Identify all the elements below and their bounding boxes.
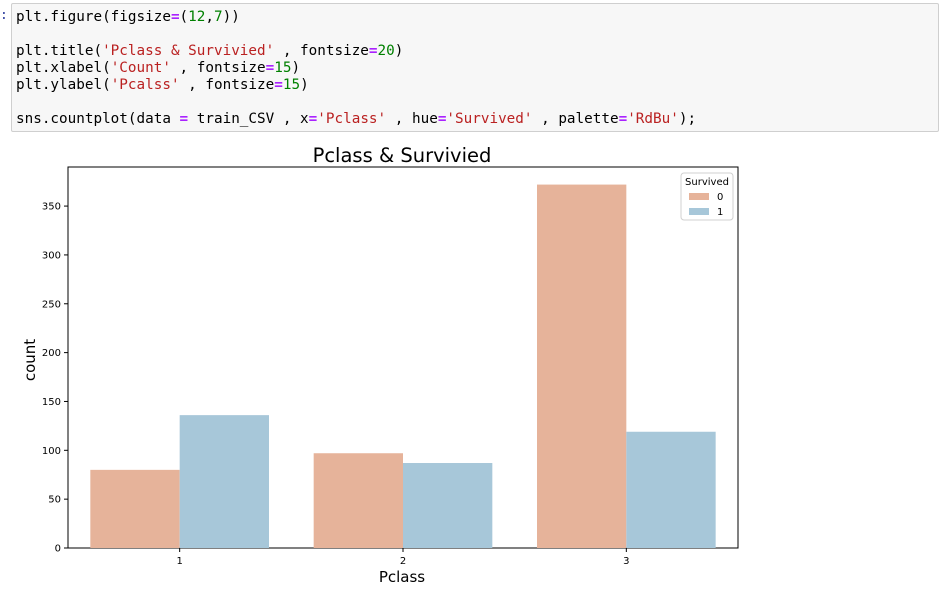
code-line: plt.xlabel('Count' , fontsize=15) <box>16 60 300 77</box>
legend-swatch-0 <box>689 193 709 200</box>
bar-1-survived-0 <box>90 469 180 548</box>
code-token: , <box>205 9 214 25</box>
legend-label-1: 1 <box>717 207 723 218</box>
legend-swatch-1 <box>689 208 709 215</box>
code-token: 'Pcalss' <box>110 77 180 93</box>
code-token: 20 <box>377 43 395 59</box>
y-tick-label: 50 <box>48 495 61 506</box>
code-token: ) <box>394 43 404 59</box>
code-token: plt.xlabel( <box>16 60 111 76</box>
code-token: plt.figure(figsize <box>16 9 171 25</box>
x-tick-label: 3 <box>623 556 629 567</box>
code-line: plt.title('Pclass & Survivied' , fontsiz… <box>16 43 403 60</box>
bar-2-survived-0 <box>313 453 403 548</box>
bar-1-survived-1 <box>179 415 269 548</box>
y-tick-label: 100 <box>42 446 61 457</box>
plot-area: 0 50 100 150 200 250 300 350 1 2 3 Survived 0 1 <box>42 166 739 567</box>
code-token: , fontsize <box>179 77 275 93</box>
code-token: = <box>618 111 628 127</box>
code-token: 'Pclass' <box>317 111 387 127</box>
code-token: = <box>170 9 180 25</box>
y-tick-label: 350 <box>42 202 61 213</box>
code-token: plt.ylabel( <box>16 77 111 93</box>
code-token: train_CSV , x <box>188 111 309 127</box>
y-tick-label: 300 <box>42 250 61 261</box>
bar-3-survived-0 <box>537 184 627 548</box>
code-token: 'Count' <box>110 60 171 76</box>
code-token: 15 <box>282 77 301 93</box>
code-token: 'Survived' <box>446 111 533 127</box>
bar-2-survived-1 <box>403 463 493 548</box>
code-token: sns.countplot(data <box>16 111 180 127</box>
y-tick-label: 200 <box>42 348 61 359</box>
code-token: 7 <box>213 9 223 25</box>
code-token: ( <box>179 9 189 25</box>
code-token: , hue <box>386 111 438 127</box>
code-token: 15 <box>274 60 292 76</box>
code-line: plt.ylabel('Pcalss' , fontsize=15) <box>16 77 309 94</box>
countplot-chart: Pclass & Survivied 0 50 100 150 200 250 300 350… <box>21 144 739 586</box>
code-cell-input[interactable]: plt.figure(figsize=(12,7)) plt.title('Pcl… <box>11 3 939 132</box>
code-token: 'Pclass & Survivied' <box>102 43 275 59</box>
code-token: = <box>437 111 447 127</box>
code-token: 'RdBu' <box>627 111 679 127</box>
chart-title: Pclass & Survivied <box>313 144 492 167</box>
x-axis-label: Pclass <box>379 568 425 586</box>
y-tick-label: 0 <box>55 544 61 555</box>
code-line: sns.countplot(data = train_CSV , x='Pcla… <box>16 111 696 128</box>
code-token: , fontsize <box>274 43 369 59</box>
y-tick-label: 150 <box>42 397 61 408</box>
legend-label-0: 0 <box>717 192 723 203</box>
code-token: ) <box>291 60 301 76</box>
code-token: ); <box>678 111 697 127</box>
code-token: = <box>265 60 275 76</box>
code-token: = <box>308 111 318 127</box>
code-token: )) <box>222 9 240 25</box>
y-tick-label: 250 <box>42 299 61 310</box>
x-tick-label: 2 <box>400 556 406 567</box>
code-token: = <box>179 111 189 127</box>
code-line: plt.figure(figsize=(12,7)) <box>16 9 240 26</box>
legend-title: Survived <box>685 177 729 188</box>
chart-output: Pclass & Survivied 0 50 100 150 200 250 300 350… <box>0 135 939 595</box>
code-token: , fontsize <box>170 60 266 76</box>
code-token: = <box>368 43 378 59</box>
bar-3-survived-1 <box>626 431 716 548</box>
code-token: 12 <box>188 9 206 25</box>
y-axis-label: count <box>21 339 39 381</box>
code-token: , palette <box>532 111 619 127</box>
code-token: plt.title( <box>16 43 103 59</box>
code-token: = <box>274 77 283 93</box>
x-tick-label: 1 <box>176 556 182 567</box>
cell-prompt: : <box>0 8 8 23</box>
code-token: ) <box>300 77 309 93</box>
